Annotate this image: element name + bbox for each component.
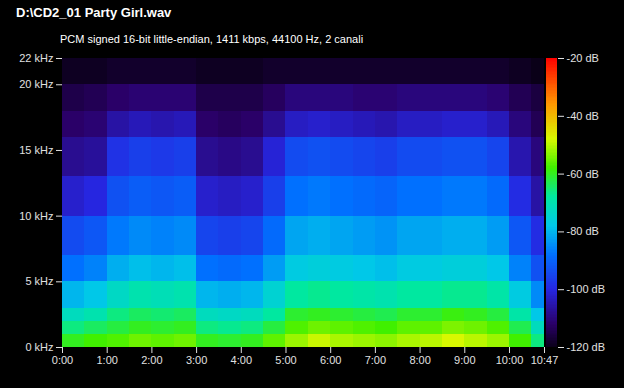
svg-text:10 kHz: 10 kHz (19, 210, 53, 222)
svg-text:4:00: 4:00 (231, 354, 252, 366)
svg-text:5:00: 5:00 (275, 354, 296, 366)
svg-text:6:00: 6:00 (320, 354, 341, 366)
svg-text:7:00: 7:00 (365, 354, 386, 366)
html-text:D:\CD2_01 Party Girl.wav: D:\CD2_01 Party Girl.wav (16, 5, 172, 20)
svg-text:-80 dB: -80 dB (567, 225, 599, 237)
svg-text:8:00: 8:00 (409, 354, 430, 366)
svg-text:5 kHz: 5 kHz (25, 275, 53, 287)
svg-text:-120 dB: -120 dB (567, 341, 606, 353)
svg-text:10:47: 10:47 (531, 354, 559, 366)
svg-text:9:00: 9:00 (454, 354, 475, 366)
svg-text:20 kHz: 20 kHz (19, 78, 53, 90)
svg-text:10:00: 10:00 (496, 354, 524, 366)
svg-text:-60 dB: -60 dB (567, 168, 599, 180)
svg-text:-20 dB: -20 dB (567, 52, 599, 64)
svg-text:-40 dB: -40 dB (567, 110, 599, 122)
svg-text:3:00: 3:00 (186, 354, 207, 366)
svg-text:0:00: 0:00 (52, 354, 73, 366)
svg-text:15 kHz: 15 kHz (19, 144, 53, 156)
svg-text:2:00: 2:00 (141, 354, 162, 366)
svg-text:1:00: 1:00 (96, 354, 117, 366)
svg-text:22 kHz: 22 kHz (19, 52, 53, 64)
svg-text:-100 dB: -100 dB (567, 283, 606, 295)
svg-text:0 kHz: 0 kHz (25, 341, 53, 353)
html-text:PCM signed 16-bit little-endia: PCM signed 16-bit little-endian, 1411 kb… (60, 33, 364, 45)
